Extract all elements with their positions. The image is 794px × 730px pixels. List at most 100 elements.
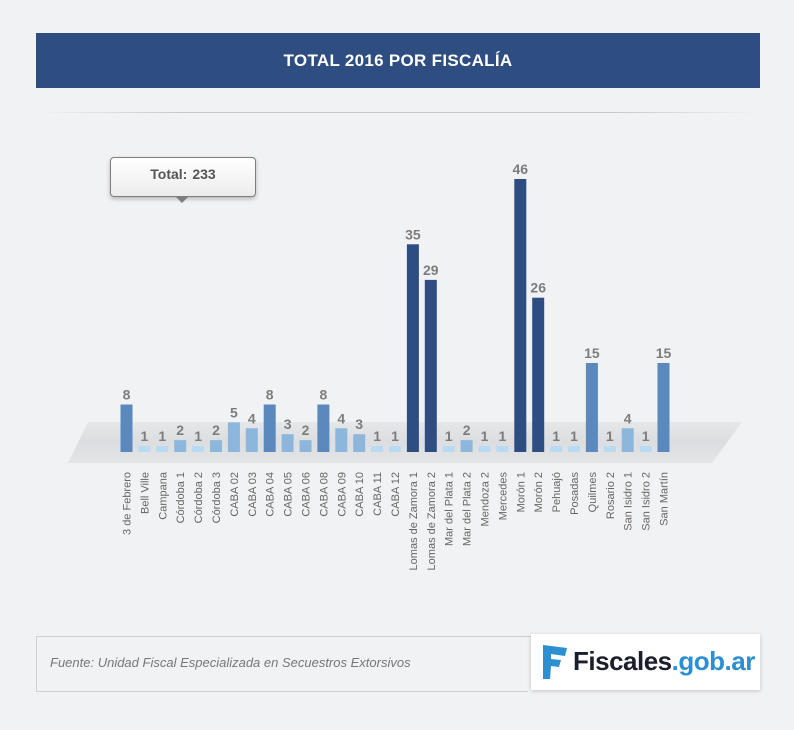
bar-value-label: 5	[230, 404, 238, 420]
bar	[424, 279, 437, 452]
x-tick-label: CABA 08	[318, 472, 330, 517]
total-value: 233	[192, 166, 216, 182]
bar	[174, 440, 187, 452]
x-tick-label: San Isidro 2	[641, 472, 653, 531]
bar-value-label: 3	[355, 416, 363, 432]
x-tick-label: Lomas de Zamora 1	[408, 472, 420, 570]
x-tick-label: Mar del Plata 1	[444, 472, 456, 546]
bar-value-label: 1	[194, 428, 202, 444]
total-callout-pointer	[175, 196, 189, 203]
bar-value-label: 8	[320, 387, 328, 403]
bar-value-label: 1	[499, 428, 507, 444]
chart-title: TOTAL 2016 POR FISCALÍA	[283, 50, 513, 70]
x-tick-label: Córdoba 1	[175, 472, 187, 523]
bar	[227, 422, 240, 452]
bar-value-label: 29	[423, 262, 439, 278]
bar	[550, 446, 563, 452]
bar	[478, 446, 491, 452]
bar	[460, 440, 473, 452]
x-tick-label: 3 de Febrero	[122, 472, 134, 535]
x-tick-label: Morón 1	[515, 472, 527, 512]
bar	[514, 179, 527, 452]
bar-value-label: 4	[337, 410, 345, 426]
bar	[639, 446, 652, 452]
bar-value-label: 35	[405, 226, 421, 242]
bar	[496, 446, 509, 452]
x-tick-label: Rosario 2	[605, 472, 617, 519]
bar	[335, 428, 348, 452]
bar	[603, 446, 616, 452]
bar-value-label: 1	[158, 428, 166, 444]
x-tick-label: Pehuajó	[551, 472, 563, 512]
chart-title-banner: TOTAL 2016 POR FISCALÍA	[36, 33, 760, 88]
total-callout: Total: 233	[110, 157, 256, 197]
bar	[263, 404, 276, 452]
bar	[532, 297, 545, 452]
bar	[156, 446, 169, 452]
x-tick-label: CABA 11	[372, 472, 384, 516]
bar	[406, 244, 419, 452]
x-tick-label: CABA 10	[354, 472, 366, 517]
source-text: Fuente: Unidad Fiscal Especializada en S…	[50, 655, 411, 670]
bar	[585, 362, 598, 452]
title-separator	[40, 112, 756, 113]
x-tick-label: Campana	[157, 471, 169, 520]
x-tick-label: Posadas	[569, 472, 581, 515]
bar-value-label: 1	[445, 428, 453, 444]
x-tick-label: Córdoba 3	[211, 472, 223, 523]
x-tick-label: CABA 02	[229, 472, 241, 517]
bar-value-label: 2	[463, 422, 471, 438]
bar-value-label: 4	[624, 410, 632, 426]
bar-value-label: 1	[481, 428, 489, 444]
bar-value-label: 46	[513, 161, 529, 177]
total-label: Total:	[150, 166, 188, 182]
x-tick-label: CABA 12	[390, 472, 402, 517]
bar-chart: 8 3 de Febrero 1 Bell Ville 1 Campana 2 Córdoba…	[68, 161, 742, 570]
bar	[299, 440, 312, 452]
footer-source-box	[36, 637, 528, 692]
x-tick-label: Mercedes	[497, 472, 509, 521]
bar	[621, 428, 634, 452]
bar	[389, 446, 401, 452]
flag-icon	[543, 645, 567, 679]
bar-value-label: 2	[302, 422, 310, 438]
bar	[281, 434, 294, 452]
bar-value-label: 8	[266, 387, 274, 403]
bar-value-label: 26	[530, 280, 546, 296]
x-tick-label: CABA 09	[336, 472, 348, 517]
bar	[210, 440, 222, 452]
bar-value-label: 2	[212, 422, 220, 438]
bar-value-label: 1	[391, 428, 399, 444]
x-tick-label: CABA 04	[265, 472, 277, 517]
x-tick-label: Mar del Plata 2	[462, 472, 474, 546]
bar	[657, 362, 670, 452]
bar	[442, 446, 455, 452]
x-tick-label: Quilmes	[587, 472, 599, 513]
x-tick-label: San Martín	[659, 472, 671, 526]
bar-value-label: 1	[552, 428, 560, 444]
bar	[245, 428, 258, 452]
x-tick-label: Bell Ville	[139, 472, 151, 514]
x-tick-label: CABA 05	[283, 472, 295, 517]
bar-value-label: 15	[656, 345, 672, 361]
x-tick-label: Mendoza 2	[480, 472, 492, 526]
logo-text: Fiscales.gob.ar	[573, 646, 755, 677]
bar	[120, 404, 133, 452]
bar-value-label: 3	[284, 416, 292, 432]
bar-value-label: 15	[584, 345, 600, 361]
x-tick-label: CABA 06	[301, 472, 313, 517]
bar-value-label: 1	[141, 428, 149, 444]
x-tick-label: Morón 2	[533, 472, 545, 512]
bar-value-label: 4	[248, 410, 256, 426]
bar-value-label: 8	[123, 387, 131, 403]
bar	[371, 446, 384, 452]
x-tick-label: San Isidro 1	[623, 472, 635, 531]
fiscales-logo[interactable]: Fiscales.gob.ar	[531, 634, 760, 690]
bar-value-label: 2	[176, 422, 184, 438]
bar-value-label: 1	[570, 428, 578, 444]
logo-text-secondary: .gob.ar	[671, 646, 756, 676]
x-tick-label: Córdoba 2	[193, 472, 205, 523]
bar	[317, 404, 330, 452]
bar-value-label: 1	[606, 428, 614, 444]
bar	[138, 446, 151, 452]
